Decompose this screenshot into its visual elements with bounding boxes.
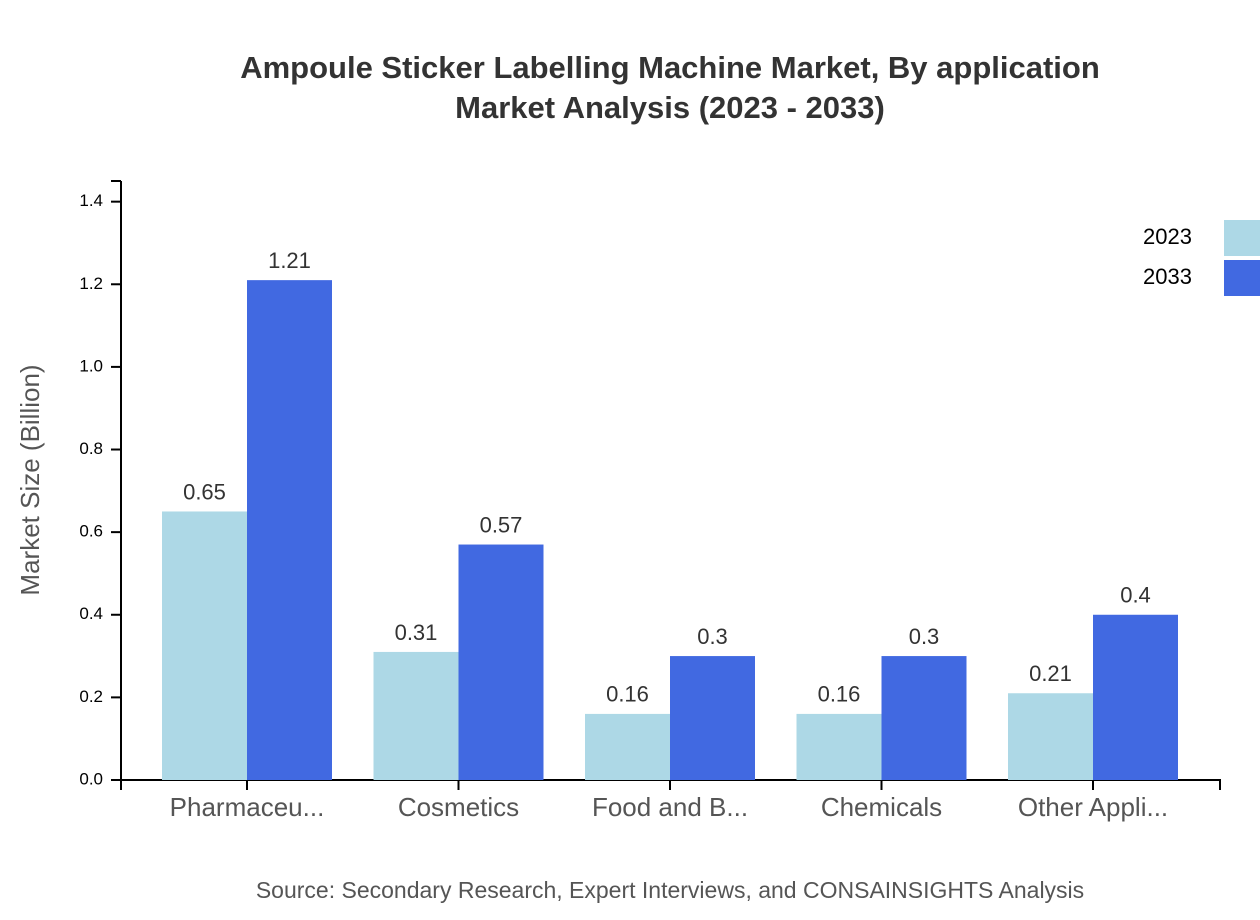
y-tick-label: 0.8 [79,439,103,458]
bar [1093,614,1178,780]
y-tick-label: 0.2 [79,687,103,706]
y-tick-label: 1.0 [79,356,103,375]
y-tick-label: 0.0 [79,769,103,788]
source-note: Source: Secondary Research, Expert Inter… [256,877,1084,903]
legend-label: 2023 [1143,224,1192,249]
bar [1008,693,1093,780]
bar [458,544,544,780]
bar [247,280,332,780]
value-label: 0.65 [183,479,226,504]
chart-title: Ampoule Sticker Labelling Machine Market… [240,50,1100,85]
legend-label: 2033 [1143,264,1192,289]
bar [881,656,967,780]
value-label: 1.21 [268,248,311,273]
value-label: 0.3 [909,624,940,649]
x-tick-label: Cosmetics [398,792,519,822]
y-tick-label: 0.4 [79,604,103,623]
value-label: 0.16 [606,682,649,707]
bar [670,656,755,780]
bar [373,651,459,780]
bar [162,511,247,780]
x-tick-label: Other Appli... [1018,792,1168,822]
y-tick-label: 1.4 [79,191,103,210]
legend-swatch [1224,220,1260,256]
value-label: 0.21 [1029,661,1072,686]
value-label: 0.4 [1120,583,1151,608]
x-tick-label: Food and B... [592,792,748,822]
bar [796,713,882,780]
y-tick-label: 1.2 [79,274,103,293]
value-label: 0.16 [818,682,861,707]
x-tick-label: Chemicals [821,792,942,822]
y-axis-label: Market Size (Billion) [15,364,45,595]
legend-swatch [1224,260,1260,296]
value-label: 0.57 [480,512,523,537]
value-label: 0.3 [697,624,728,649]
x-tick-label: Pharmaceu... [170,792,325,822]
value-label: 0.31 [395,620,438,645]
bar [585,713,670,780]
y-tick-label: 0.6 [79,522,103,541]
chart-subtitle: Market Analysis (2023 - 2033) [455,90,885,125]
